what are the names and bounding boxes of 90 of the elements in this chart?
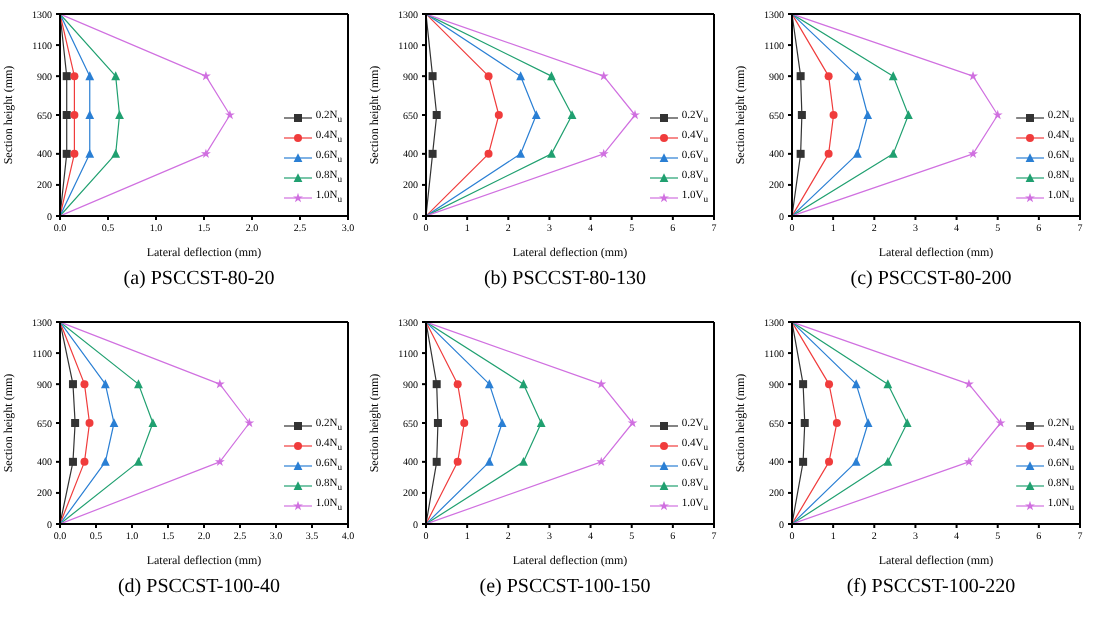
point bbox=[799, 380, 808, 389]
point bbox=[432, 380, 441, 389]
point bbox=[536, 418, 546, 427]
point bbox=[531, 110, 541, 119]
point bbox=[968, 148, 978, 159]
point bbox=[516, 149, 526, 158]
point bbox=[829, 111, 838, 119]
point bbox=[453, 380, 462, 389]
point bbox=[453, 457, 462, 466]
point bbox=[627, 417, 638, 428]
point bbox=[888, 71, 898, 81]
point bbox=[494, 111, 503, 119]
point bbox=[797, 111, 806, 119]
point bbox=[883, 379, 893, 389]
point bbox=[598, 148, 609, 159]
point bbox=[800, 419, 809, 427]
point bbox=[68, 457, 77, 466]
point bbox=[428, 72, 437, 81]
point bbox=[519, 457, 528, 466]
point bbox=[824, 72, 833, 81]
point bbox=[62, 149, 71, 158]
point bbox=[484, 379, 494, 389]
point bbox=[100, 457, 110, 466]
point bbox=[883, 457, 893, 466]
point bbox=[796, 149, 805, 158]
text: (c) PSCCST-80-200 bbox=[848, 268, 1014, 290]
point bbox=[70, 111, 79, 119]
point bbox=[963, 456, 974, 467]
point bbox=[863, 418, 873, 427]
point bbox=[630, 109, 640, 120]
point bbox=[888, 149, 898, 158]
text: (a) PSCCST-80-20 bbox=[121, 268, 277, 290]
text: (b) PSCCST-80-130 bbox=[481, 268, 649, 290]
point bbox=[995, 417, 1006, 428]
point bbox=[80, 457, 89, 466]
point bbox=[62, 111, 71, 119]
point bbox=[115, 110, 124, 119]
point bbox=[85, 149, 95, 158]
point bbox=[567, 110, 577, 119]
text: (e) PSCCST-100-150 bbox=[477, 576, 653, 598]
point bbox=[428, 149, 437, 158]
point bbox=[111, 71, 121, 81]
point bbox=[214, 456, 225, 467]
point bbox=[71, 419, 80, 427]
point bbox=[832, 419, 841, 427]
point bbox=[80, 380, 89, 389]
point bbox=[853, 71, 862, 81]
point bbox=[547, 71, 556, 81]
point bbox=[85, 71, 95, 81]
point bbox=[825, 457, 834, 466]
point bbox=[902, 418, 912, 427]
point bbox=[824, 149, 833, 158]
point bbox=[224, 109, 235, 120]
point bbox=[432, 111, 441, 119]
point bbox=[519, 379, 528, 389]
point bbox=[62, 72, 71, 81]
point bbox=[547, 149, 556, 158]
point bbox=[853, 149, 862, 158]
point bbox=[484, 72, 493, 81]
point bbox=[148, 418, 158, 427]
point bbox=[134, 379, 143, 389]
point bbox=[596, 456, 607, 467]
point bbox=[484, 149, 493, 158]
point bbox=[109, 418, 119, 427]
point bbox=[516, 71, 526, 81]
point bbox=[863, 110, 873, 119]
point bbox=[825, 380, 834, 389]
text: (d) PSCCST-100-40 bbox=[115, 576, 283, 598]
point bbox=[70, 149, 79, 158]
point bbox=[796, 72, 805, 81]
point bbox=[134, 457, 143, 466]
point bbox=[70, 72, 79, 81]
text: (f) PSCCST-100-220 bbox=[844, 576, 1018, 598]
point bbox=[460, 419, 469, 427]
point bbox=[432, 457, 441, 466]
point bbox=[433, 419, 442, 427]
point bbox=[68, 380, 77, 389]
point bbox=[992, 109, 1003, 120]
point bbox=[904, 110, 913, 119]
point bbox=[85, 419, 94, 427]
point bbox=[100, 379, 110, 389]
point bbox=[851, 457, 861, 466]
point bbox=[244, 417, 255, 428]
point bbox=[111, 149, 121, 158]
point bbox=[85, 110, 95, 119]
point bbox=[497, 418, 507, 427]
point bbox=[484, 457, 494, 466]
point bbox=[851, 379, 861, 389]
point bbox=[799, 457, 808, 466]
point bbox=[200, 148, 211, 159]
